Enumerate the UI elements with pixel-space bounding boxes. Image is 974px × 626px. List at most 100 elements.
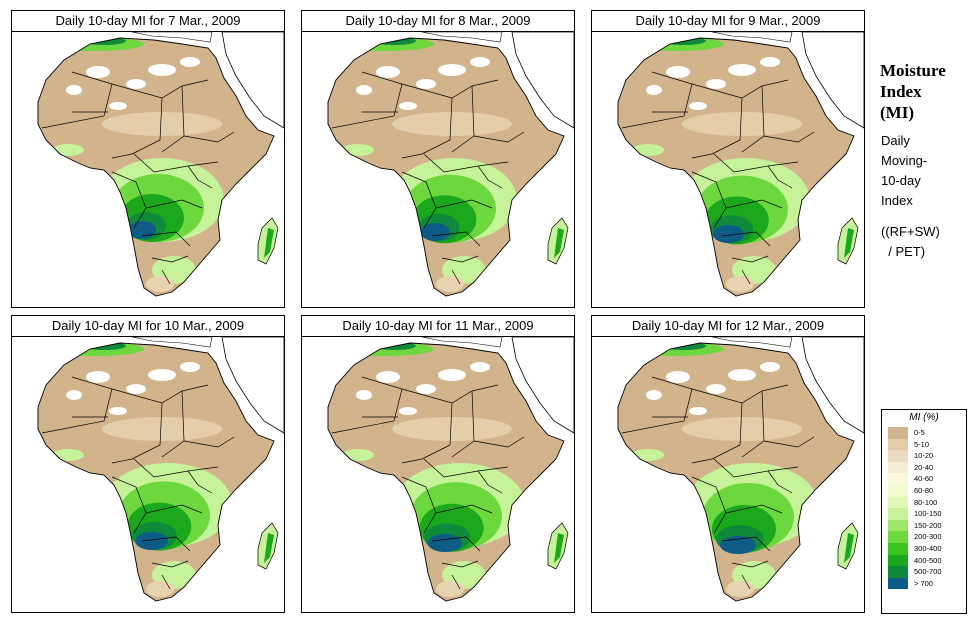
index-formula: ((RF+SW) / PET) <box>881 222 973 262</box>
country-border <box>161 574 171 590</box>
madagascar-coastline <box>257 522 279 570</box>
legend-swatch <box>888 496 908 509</box>
kalahari-dry <box>146 581 174 597</box>
desc-line: Daily <box>881 133 910 148</box>
map-panel-11mar: Daily 10-day MI for 11 Mar., 2009 <box>301 315 575 613</box>
africa-coastline <box>37 342 275 602</box>
panel-title: Daily 10-day MI for 7 Mar., 2009 <box>11 10 285 32</box>
panel-title: Daily 10-day MI for 11 Mar., 2009 <box>301 315 575 337</box>
legend-swatch <box>888 508 908 520</box>
country-border <box>141 231 191 247</box>
country-border <box>423 458 509 478</box>
country-border <box>441 560 479 568</box>
country-border <box>767 470 793 494</box>
moisture-layers <box>44 38 262 292</box>
sahara-bare-patch <box>66 390 82 400</box>
country-border <box>435 199 493 209</box>
madagascar-coastline <box>547 522 569 570</box>
sahara-bare-patch <box>376 371 400 383</box>
legend-item: 80-100 <box>888 496 964 509</box>
legend-label: 100-150 <box>914 509 942 519</box>
arabia-outline <box>511 337 574 434</box>
sahara-bare-patch <box>126 79 146 89</box>
madagascar-east-coast <box>264 228 274 258</box>
legend-item: 0-5 <box>888 427 964 439</box>
legend-swatch <box>888 484 908 497</box>
country-border <box>441 255 479 263</box>
legend-rows: 0-5 5-10 10-20 20-40 40-60 60-80 80-100 100-150… <box>888 427 964 590</box>
country-border <box>331 71 403 129</box>
map-panel-8mar: Daily 10-day MI for 8 Mar., 2009 <box>301 10 575 308</box>
country-border <box>401 171 437 229</box>
country-border <box>691 476 727 534</box>
country-border <box>151 255 189 263</box>
legend-label: 20-40 <box>914 462 934 472</box>
country-border <box>731 560 769 568</box>
madagascar-coastline <box>547 217 569 265</box>
panel-title: Daily 10-day MI for 9 Mar., 2009 <box>591 10 865 32</box>
country-border <box>473 436 525 448</box>
sahara-bare-patch <box>66 85 82 95</box>
core-wettest <box>720 536 756 554</box>
guinea-coast-green <box>342 144 374 156</box>
madagascar-east-coast <box>844 228 854 258</box>
country-border <box>161 269 171 285</box>
country-border <box>691 171 727 229</box>
country-border <box>187 165 213 189</box>
mi-legend: MI (%) 0-5 5-10 10-20 20-40 40-60 60-80 80-100… <box>881 409 967 614</box>
madagascar-coastline <box>837 522 859 570</box>
kalahari-dry <box>436 581 464 597</box>
legend-item: 100-150 <box>888 508 964 520</box>
map-canvas <box>617 32 864 297</box>
country-border <box>451 574 461 590</box>
legend-label: 5-10 <box>914 439 930 449</box>
sahel-dry-band <box>392 112 512 136</box>
sahel-dry-band <box>102 417 222 441</box>
legend-swatch <box>888 542 908 555</box>
country-border <box>691 402 743 464</box>
country-border <box>725 504 783 514</box>
horn-dry <box>798 441 842 469</box>
panel-title: Daily 10-day MI for 10 Mar., 2009 <box>11 315 285 337</box>
legend-item: 5-10 <box>888 438 964 451</box>
africa-map <box>301 336 575 613</box>
map-panel-7mar: Daily 10-day MI for 7 Mar., 2009 <box>11 10 285 308</box>
legend-label: 200-300 <box>914 532 942 542</box>
sahara-bare-patch <box>399 102 417 110</box>
legend-item: 500-700 <box>888 566 964 578</box>
country-border <box>621 376 693 434</box>
kalahari-dry <box>146 276 174 292</box>
africa-coastline <box>617 342 855 602</box>
legend-swatch <box>888 450 908 462</box>
legend-label: 400-500 <box>914 555 942 565</box>
country-border <box>725 199 783 209</box>
sahara-bare-patch <box>728 64 756 76</box>
country-border <box>435 504 493 514</box>
sahara-bare-patch <box>646 85 662 95</box>
country-border <box>621 71 693 129</box>
formula-line: ((RF+SW) <box>881 224 940 239</box>
sahara-bare-patch <box>376 66 400 78</box>
legend-title: MI (%) <box>909 412 939 423</box>
sahara-bare-patch <box>109 407 127 415</box>
map-panel-9mar: Daily 10-day MI for 9 Mar., 2009 <box>591 10 865 308</box>
horn-dry <box>798 136 842 164</box>
sahara-bare-patch <box>689 102 707 110</box>
africa-map <box>301 31 575 308</box>
country-border <box>731 255 769 263</box>
africa-map <box>591 336 865 613</box>
legend-label: > 700 <box>914 578 933 588</box>
legend-label: 0-5 <box>914 428 925 437</box>
europe-outline <box>711 337 793 348</box>
sahara-bare-patch <box>180 362 200 372</box>
country-border <box>767 165 793 189</box>
core-wettest <box>712 225 744 243</box>
moisture-layers <box>334 343 552 597</box>
map-canvas <box>617 337 864 602</box>
map-canvas <box>327 337 574 602</box>
country-border <box>401 79 499 99</box>
country-border <box>151 560 189 568</box>
sahel-dry-band <box>682 417 802 441</box>
sahara-bare-patch <box>646 390 662 400</box>
guinea-coast-green <box>52 449 84 461</box>
